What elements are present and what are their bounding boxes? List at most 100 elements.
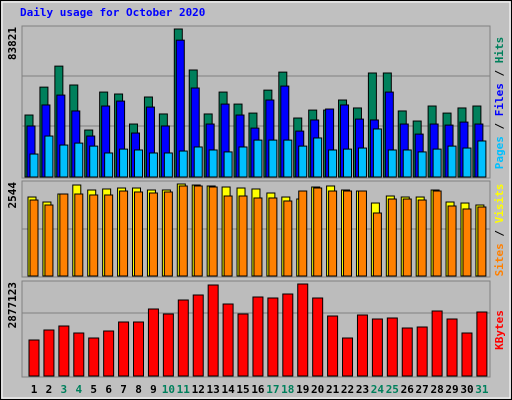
bar <box>28 339 40 377</box>
bar <box>104 152 114 178</box>
bar <box>29 153 39 178</box>
bar <box>297 283 309 377</box>
bar <box>313 137 323 178</box>
bar <box>133 321 145 377</box>
bar <box>177 299 189 377</box>
legend-entry: Pages <box>493 136 506 169</box>
bar <box>447 145 457 178</box>
bar <box>118 321 130 377</box>
x-tick-label: 11 <box>177 383 191 396</box>
y-tick-label: 2544 <box>6 182 19 209</box>
bar <box>283 200 293 277</box>
bar <box>29 199 39 277</box>
bar <box>222 303 234 377</box>
bar <box>74 193 84 277</box>
bar <box>328 149 338 178</box>
bar <box>477 206 487 277</box>
x-tick-label: 6 <box>105 383 112 396</box>
bar <box>476 311 488 377</box>
bar <box>252 296 264 377</box>
bar <box>447 205 457 277</box>
legend-entry: Visits <box>493 184 506 224</box>
bar <box>268 139 278 178</box>
bar <box>237 313 249 377</box>
bar <box>162 313 174 377</box>
bar <box>312 297 324 377</box>
x-tick-label: 2 <box>46 383 53 396</box>
bar <box>193 185 203 277</box>
bar <box>372 212 382 277</box>
bar <box>59 144 69 178</box>
legend-entry: Hits <box>493 37 506 64</box>
bar <box>462 147 472 178</box>
bar <box>357 147 367 178</box>
bar <box>477 140 487 178</box>
legend-entry: Files <box>493 83 506 116</box>
legend-separator: / <box>493 223 506 243</box>
bar <box>74 142 84 178</box>
bar <box>44 204 54 277</box>
x-tick-label: 1 <box>31 383 38 396</box>
bar <box>192 294 204 377</box>
legend-separator: / <box>493 63 506 83</box>
bar <box>402 198 412 277</box>
y-tick-label: 83821 <box>6 27 19 60</box>
bar <box>58 325 70 377</box>
x-tick-label: 20 <box>311 383 324 396</box>
x-tick-label: 19 <box>296 383 309 396</box>
bar <box>268 197 278 277</box>
bar <box>148 152 158 178</box>
x-tick-label: 4 <box>75 383 82 396</box>
bar <box>417 151 427 178</box>
bar <box>417 199 427 277</box>
x-tick-label: 15 <box>236 383 249 396</box>
x-tick-label: 14 <box>221 383 235 396</box>
bar <box>119 148 129 178</box>
bar <box>208 186 218 277</box>
bar <box>357 190 367 277</box>
x-tick-label: 21 <box>326 383 340 396</box>
bar <box>207 284 219 377</box>
bar <box>178 185 188 277</box>
bar <box>356 314 368 377</box>
bar <box>342 337 354 377</box>
bar <box>402 149 412 178</box>
bar <box>298 190 308 277</box>
bar <box>134 191 144 277</box>
bar <box>208 149 218 178</box>
x-tick-label: 31 <box>475 383 489 396</box>
chart-title: Daily usage for October 2020 <box>20 6 205 19</box>
bar <box>462 208 472 277</box>
bar <box>431 310 443 377</box>
x-tick-label: 13 <box>207 383 220 396</box>
x-tick-label: 30 <box>460 383 473 396</box>
bar <box>343 148 353 178</box>
x-tick-label: 16 <box>251 383 265 396</box>
bar <box>238 146 248 178</box>
bar <box>446 318 458 377</box>
x-tick-label: 26 <box>401 383 415 396</box>
bar <box>147 308 159 377</box>
x-tick-label: 5 <box>90 383 97 396</box>
bar <box>283 139 293 178</box>
bar <box>313 187 323 277</box>
bar <box>73 332 85 377</box>
y-tick-label: 2877123 <box>6 282 19 328</box>
bar <box>89 145 99 178</box>
x-tick-label: 28 <box>430 383 443 396</box>
x-tick-label: 3 <box>61 383 68 396</box>
bar <box>327 315 339 377</box>
bar <box>148 192 158 277</box>
legend: Pages / Files / Hits <box>493 37 506 170</box>
bar <box>387 149 397 178</box>
x-tick-label: 25 <box>386 383 399 396</box>
x-tick-label: 7 <box>120 383 127 396</box>
legend: KBytes <box>493 310 506 350</box>
bar <box>386 317 398 377</box>
bar <box>88 337 100 377</box>
bar <box>461 332 473 377</box>
legend-entry: KBytes <box>493 310 506 350</box>
bar <box>416 326 428 377</box>
legend-separator: / <box>493 116 506 136</box>
bar <box>282 293 294 377</box>
